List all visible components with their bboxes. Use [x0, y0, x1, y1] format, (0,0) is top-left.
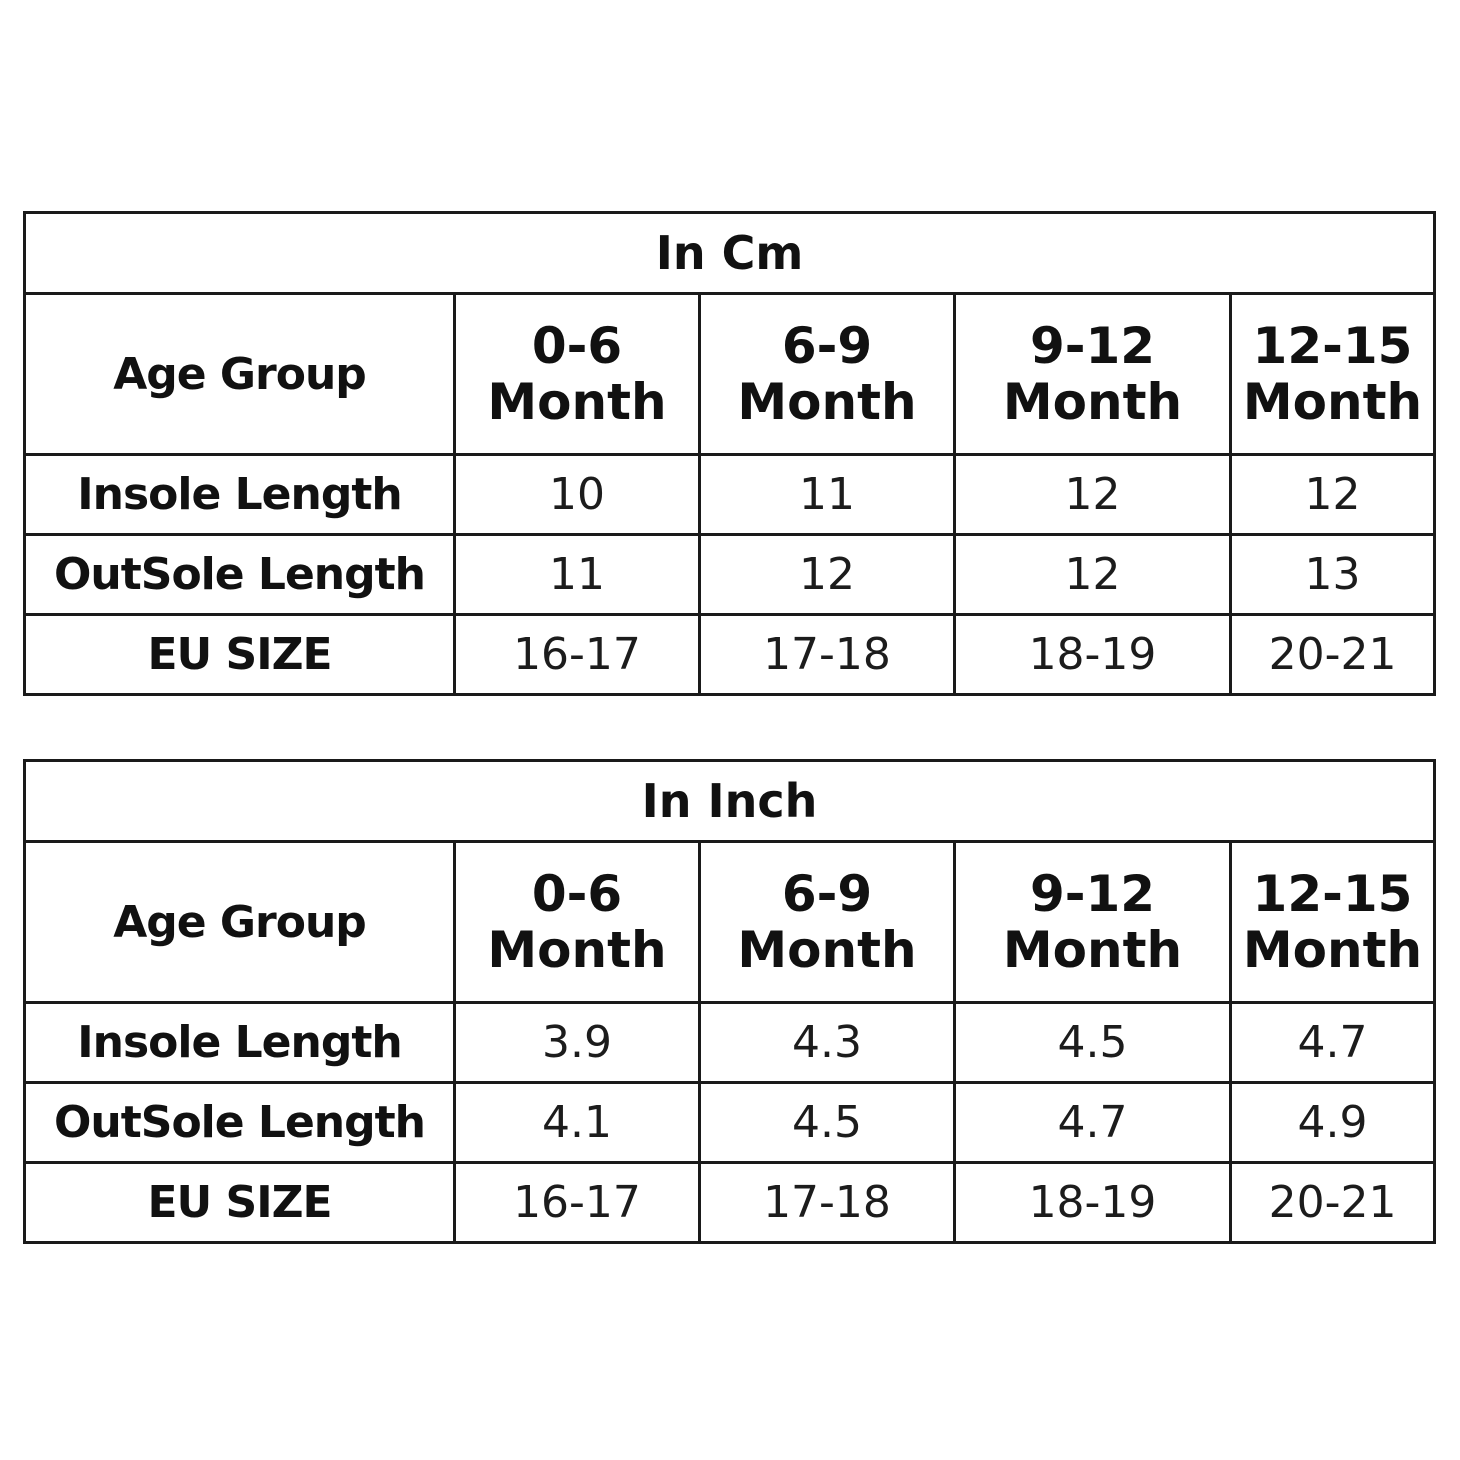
age-column-header: 12-15 Month [1228, 840, 1437, 1004]
table-row: OutSole Length 4.1 4.5 4.7 4.9 [23, 1081, 1437, 1164]
row-label: EU SIZE [23, 1161, 456, 1244]
age-range: 9-12 [1029, 317, 1156, 375]
value-cell: 4.5 [953, 1001, 1232, 1084]
age-unit: Month [1002, 373, 1183, 431]
age-column-header: 9-12 Month [953, 292, 1232, 456]
size-table-cm: In Cm Age Group 0-6 Month 6-9 Month 9-12 Mo… [22, 211, 1437, 696]
value-cell: 16-17 [453, 613, 701, 696]
table-row: Insole Length 3.9 4.3 4.5 4.7 [23, 1001, 1437, 1084]
age-range: 12-15 [1252, 865, 1413, 923]
age-range: 6-9 [781, 865, 873, 923]
age-column-header: 6-9 Month [698, 840, 956, 1004]
value-cell: 10 [453, 453, 701, 536]
value-cell: 13 [1228, 533, 1437, 616]
age-column-header: 12-15 Month [1228, 292, 1437, 456]
age-unit: Month [1242, 373, 1423, 431]
value-cell: 11 [453, 533, 701, 616]
value-cell: 12 [1228, 453, 1437, 536]
value-cell: 4.5 [698, 1081, 956, 1164]
value-cell: 12 [953, 533, 1232, 616]
row-label: Insole Length [23, 453, 456, 536]
age-unit: Month [487, 921, 667, 979]
size-table-inch: In Inch Age Group 0-6 Month 6-9 Month 9-12… [22, 759, 1437, 1244]
age-column-header: 0-6 Month [453, 840, 701, 1004]
value-cell: 12 [953, 453, 1232, 536]
age-range: 9-12 [1029, 865, 1156, 923]
value-cell: 20-21 [1228, 613, 1437, 696]
value-cell: 4.1 [453, 1081, 701, 1164]
value-cell: 4.7 [953, 1081, 1232, 1164]
value-cell: 17-18 [698, 1161, 956, 1244]
table-row: EU SIZE 16-17 17-18 18-19 20-21 [23, 613, 1437, 696]
age-unit: Month [737, 921, 917, 979]
value-cell: 3.9 [453, 1001, 701, 1084]
age-range: 0-6 [531, 865, 623, 923]
value-cell: 12 [698, 533, 956, 616]
table-title: In Cm [22, 211, 1437, 295]
age-column-header: 0-6 Month [453, 292, 701, 456]
value-cell: 11 [698, 453, 956, 536]
age-range: 0-6 [531, 317, 623, 375]
value-cell: 17-18 [698, 613, 956, 696]
row-label: OutSole Length [23, 533, 456, 616]
table-row: EU SIZE 16-17 17-18 18-19 20-21 [23, 1161, 1437, 1244]
age-range: 6-9 [781, 317, 873, 375]
age-group-label: Age Group [23, 292, 456, 456]
value-cell: 4.9 [1228, 1081, 1437, 1164]
age-unit: Month [487, 373, 667, 431]
row-label: Insole Length [23, 1001, 456, 1084]
row-label: EU SIZE [23, 613, 456, 696]
value-cell: 18-19 [953, 1161, 1232, 1244]
age-group-label: Age Group [23, 840, 456, 1004]
table-row: Insole Length 10 11 12 12 [23, 453, 1437, 536]
age-column-header: 6-9 Month [698, 292, 956, 456]
age-unit: Month [737, 373, 917, 431]
age-unit: Month [1002, 921, 1183, 979]
value-cell: 20-21 [1228, 1161, 1437, 1244]
value-cell: 4.7 [1228, 1001, 1437, 1084]
table-title: In Inch [22, 759, 1437, 843]
age-unit: Month [1242, 921, 1423, 979]
value-cell: 16-17 [453, 1161, 701, 1244]
age-range: 12-15 [1252, 317, 1413, 375]
value-cell: 18-19 [953, 613, 1232, 696]
age-column-header: 9-12 Month [953, 840, 1232, 1004]
table-row: OutSole Length 11 12 12 13 [23, 533, 1437, 616]
value-cell: 4.3 [698, 1001, 956, 1084]
row-label: OutSole Length [23, 1081, 456, 1164]
